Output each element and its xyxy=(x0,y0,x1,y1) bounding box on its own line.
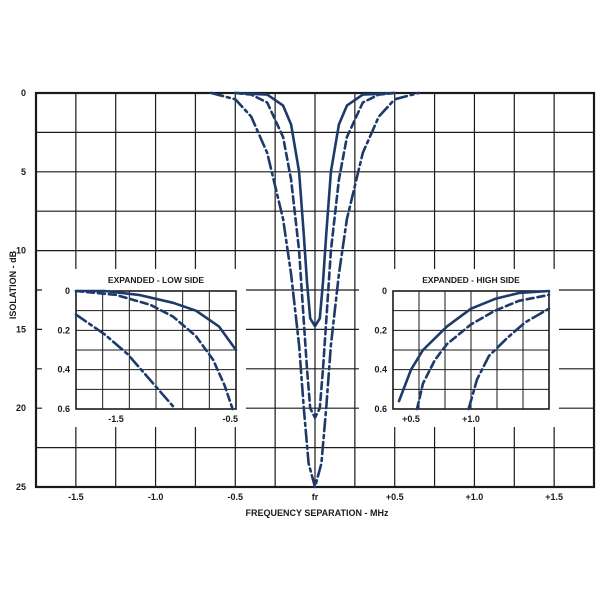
inset-low-x-tick-label: -1.5 xyxy=(108,414,124,424)
inset-low-side: EXPANDED - LOW SIDE 0 0.2 0.4 0.6 -1.5 -0.5 xyxy=(42,269,246,427)
inset-low-x-tick-label: -0.5 xyxy=(223,414,239,424)
y-tick-label: 10 xyxy=(16,246,26,256)
y-tick-label: 15 xyxy=(16,324,26,334)
inset-high-y-tick-label: 0 xyxy=(382,286,387,296)
x-tick-label: +1.0 xyxy=(466,492,484,502)
inset-low-series-line-dashed xyxy=(74,289,234,411)
x-tick-label: fr xyxy=(312,492,319,502)
inset-high-y-tick-label: 0.6 xyxy=(374,404,387,414)
inset-high-y-tick-label: 0.2 xyxy=(374,325,387,335)
main-tick-labels: -1.5 -1.0 -0.5 fr +0.5 +1.0 +1.5 0 5 10 15 20 25 xyxy=(16,88,563,502)
inset-high-side: EXPANDED - HIGH SIDE 0 0.2 0.4 0.6 +0.5 +1.0 xyxy=(359,269,559,427)
inset-low-panel xyxy=(42,269,246,427)
y-tick-label: 5 xyxy=(21,167,26,177)
main-series-line-dashed xyxy=(234,91,397,420)
inset-low-y-tick-label: 0.4 xyxy=(57,365,70,375)
y-axis-title: ISOLATION - dB xyxy=(8,250,18,319)
inset-low-series-line-solid xyxy=(74,289,238,352)
x-tick-label: -1.0 xyxy=(148,492,164,502)
main-series-line-solid xyxy=(234,91,397,328)
x-tick-label: +0.5 xyxy=(386,492,404,502)
x-tick-label: -1.5 xyxy=(68,492,84,502)
inset-high-title: EXPANDED - HIGH SIDE xyxy=(422,275,520,285)
x-axis-title: FREQUENCY SEPARATION - MHz xyxy=(245,508,389,518)
inset-high-y-tick-label: 0.4 xyxy=(374,365,387,375)
inset-high-series-line-dash-dot xyxy=(467,307,551,411)
inset-low-y-tick-label: 0 xyxy=(65,286,70,296)
main-series-line-dash-dot xyxy=(210,91,420,489)
inset-high-x-tick-label: +0.5 xyxy=(402,414,420,424)
main-series-group xyxy=(210,91,420,489)
y-tick-label: 20 xyxy=(16,403,26,413)
inset-low-y-tick-label: 0.2 xyxy=(57,325,70,335)
inset-high-series-line-dashed xyxy=(415,293,551,411)
inset-low-title: EXPANDED - LOW SIDE xyxy=(108,275,205,285)
inset-low-y-tick-label: 0.6 xyxy=(57,404,70,414)
inset-low-series-line-dash-dot xyxy=(74,313,177,411)
inset-high-x-tick-label: +1.0 xyxy=(462,414,480,424)
inset-high-frame xyxy=(392,290,550,410)
x-tick-label: -0.5 xyxy=(228,492,244,502)
y-tick-label: 25 xyxy=(16,482,26,492)
y-tick-label: 0 xyxy=(21,88,26,98)
x-tick-label: +1.5 xyxy=(545,492,563,502)
inset-high-series-line-solid xyxy=(397,289,551,403)
